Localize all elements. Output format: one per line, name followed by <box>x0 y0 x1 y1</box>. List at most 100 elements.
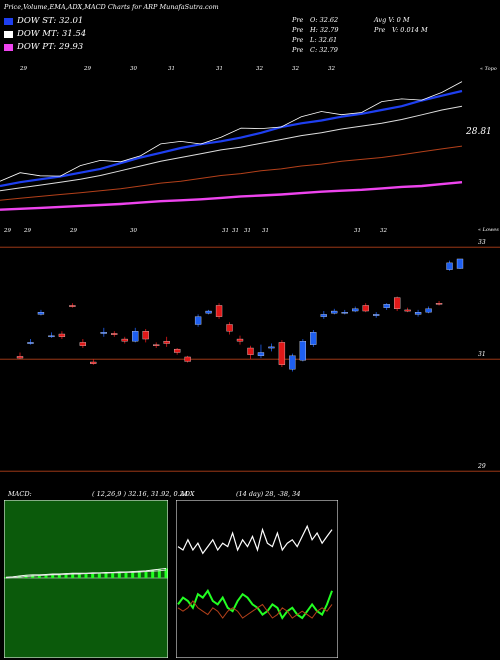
candle-body <box>205 310 212 314</box>
ema-series-line <box>0 105 463 192</box>
candle-body <box>37 312 45 315</box>
legend-item-dow-st: DOW ST: 32.01 <box>4 16 83 26</box>
x-tick-label: 31 <box>354 228 361 234</box>
x-tick-label: 30 <box>130 66 137 72</box>
candle-body <box>142 331 149 340</box>
x-tick-label: 31 <box>222 228 229 234</box>
y-tick-label: 31 <box>478 351 486 358</box>
candle-body <box>69 305 76 307</box>
candle-body <box>446 262 453 270</box>
macd-histogram-bar <box>71 573 75 578</box>
candle-body <box>373 314 380 316</box>
macd-histogram-bar <box>164 568 168 578</box>
legend-label: DOW PT: 29.93 <box>17 42 84 52</box>
ohlc-low: Pre L: 32.61 <box>292 36 338 44</box>
candle-body <box>79 342 87 346</box>
candle-body <box>404 309 411 312</box>
macd-histogram-bar <box>91 572 95 578</box>
candle-body <box>289 355 296 370</box>
candle-body <box>425 308 432 313</box>
legend-swatch-icon <box>4 17 13 25</box>
adx-series-line <box>177 524 333 555</box>
x-tick-label: 31 <box>262 228 269 234</box>
candle-body <box>247 347 254 355</box>
macd-histogram-bar <box>97 572 101 578</box>
x-tick-label: 32 <box>256 66 263 72</box>
candle-body <box>393 297 401 309</box>
x-tick-label: 32 <box>292 66 299 72</box>
y-tick-label: 29 <box>477 463 486 470</box>
macd-histogram-bar <box>44 574 48 578</box>
macd-histogram-bar <box>151 570 155 578</box>
x-tick-label: 32 <box>328 66 335 72</box>
macd-histogram-bar <box>84 573 88 578</box>
x-tick-label: 31 <box>232 228 239 234</box>
candle-body <box>184 356 191 362</box>
adx-params: (14 day) 28, -38, 34 <box>236 490 301 498</box>
candle-body <box>121 338 128 342</box>
adx-series-line <box>177 600 333 619</box>
legend-label: DOW ST: 32.01 <box>17 16 84 26</box>
adx-title: ADX <box>180 490 195 498</box>
candle-body <box>90 361 97 364</box>
legend-swatch-icon <box>4 30 13 38</box>
candle-body <box>111 333 118 335</box>
candle-body <box>435 303 443 305</box>
x-tick-label: 31 <box>244 228 251 234</box>
macd-histogram-bar <box>57 574 61 578</box>
avg-volume: Avg V: 0 M <box>374 16 410 24</box>
price-label: 28.81 <box>465 127 492 137</box>
candle-body <box>48 335 55 338</box>
macd-histogram-bar <box>157 569 161 578</box>
legend-swatch-icon <box>4 43 13 51</box>
macd-histogram-bar <box>64 573 68 578</box>
ohlc-high: Pre H: 32.79 <box>292 26 339 34</box>
candle-body <box>173 348 181 353</box>
macd-title: MACD: <box>8 490 32 498</box>
right-label-top: « Topo <box>480 66 497 72</box>
x-tick-label: 31 <box>168 66 175 72</box>
candle-body <box>132 331 139 342</box>
ohlc-open: Pre O: 32.62 <box>292 16 339 24</box>
candle-body <box>299 341 307 361</box>
x-tick-label: 29 <box>19 66 27 72</box>
macd-histogram-bar <box>144 570 148 578</box>
adx-panel-bg <box>176 500 338 658</box>
ema-series-line <box>0 89 463 188</box>
x-tick-label: 29 <box>83 66 91 72</box>
candle-body <box>163 341 170 344</box>
prev-volume: Pre V: 0.014 M <box>374 26 428 34</box>
legend-item-dow-pt: DOW PT: 29.93 <box>4 42 83 52</box>
macd-histogram-bar <box>104 572 108 578</box>
candle-body <box>362 305 369 312</box>
candle-body <box>27 342 34 344</box>
candle-body <box>100 332 107 334</box>
adx-chart <box>176 500 338 658</box>
candle-body <box>268 346 275 349</box>
macd-histogram-bar <box>124 572 128 578</box>
ema-series-line <box>0 181 463 211</box>
macd-histogram-bar <box>37 574 41 578</box>
macd-histogram-bar <box>51 574 55 578</box>
page-title: Price,Volume,EMA,ADX,MACD Charts for ARP… <box>4 3 219 11</box>
macd-chart <box>4 500 168 658</box>
candle-body <box>383 304 390 308</box>
macd-series-line <box>5 569 167 579</box>
candle-body <box>153 344 160 346</box>
candle-body <box>341 312 348 314</box>
candle-body <box>414 312 422 315</box>
candle-body <box>278 342 286 365</box>
candle-panel: 33 31 29 <box>0 239 500 472</box>
macd-panel-bg <box>4 500 168 658</box>
candle-body <box>194 316 202 325</box>
x-tick-label: 32 <box>380 228 387 234</box>
price-line <box>0 81 463 182</box>
x-tick-label: 29 <box>3 228 11 234</box>
candle-body <box>236 338 244 342</box>
ema-series-line <box>0 145 463 201</box>
macd-histogram-bar <box>117 572 121 578</box>
candle-body <box>58 333 66 337</box>
candle-body <box>320 314 327 317</box>
